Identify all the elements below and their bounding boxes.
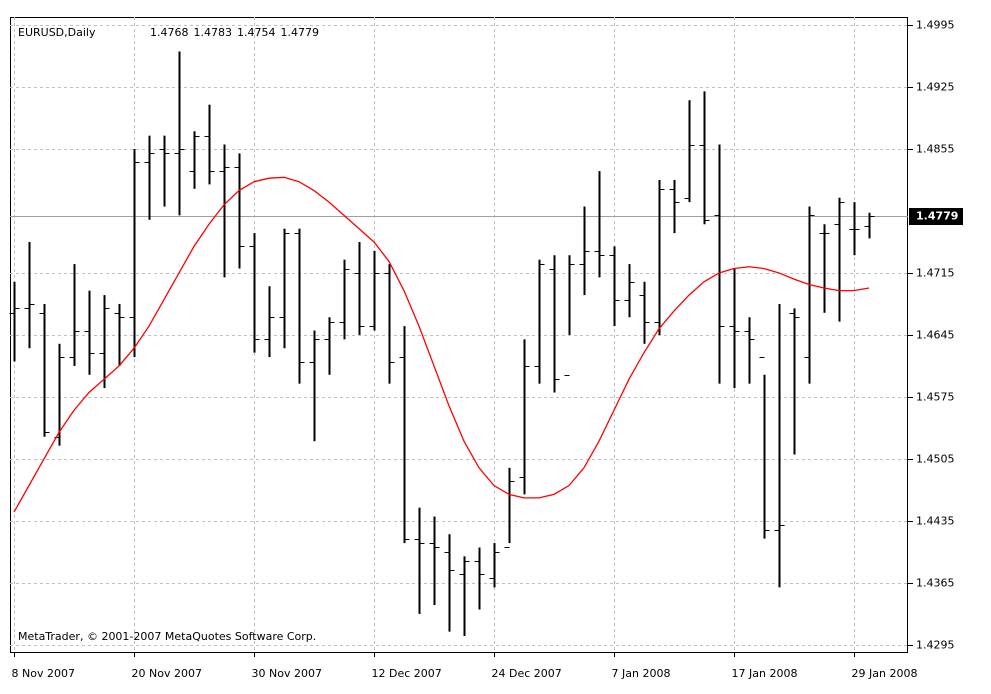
price-box xyxy=(909,208,963,225)
ohlc-bar xyxy=(579,206,590,296)
ohlc-bar xyxy=(204,104,215,185)
ohlc-bar xyxy=(744,317,755,384)
ohlc-bar xyxy=(249,233,260,353)
ohlc-bar xyxy=(264,286,275,358)
ohlc-bar xyxy=(399,326,410,544)
ohlc-bar xyxy=(474,547,485,610)
ohlc-bar xyxy=(384,264,395,384)
x-tick-label: 24 Dec 2007 xyxy=(492,667,562,680)
ohlc-bar xyxy=(39,303,50,437)
ohlc-bar xyxy=(69,264,80,366)
y-tick-label: 1.4295 xyxy=(916,639,955,652)
ohlc-bar xyxy=(189,131,200,189)
ohlc-bar xyxy=(234,153,245,269)
ohlc-bar xyxy=(144,135,155,220)
ohlc-bar xyxy=(774,303,785,588)
ohlc-bar xyxy=(279,228,290,349)
x-tick-label: 17 Jan 2008 xyxy=(732,667,798,680)
ohlc-bar xyxy=(159,135,170,207)
ohlc-bar xyxy=(309,330,320,442)
ohlc-bar xyxy=(519,339,530,495)
ohlc-bar xyxy=(699,91,710,225)
y-tick-label: 1.4995 xyxy=(916,19,955,32)
ohlc-bar xyxy=(219,144,230,278)
y-tick-label: 1.4715 xyxy=(916,267,955,280)
ohlc-bar xyxy=(624,264,635,318)
copyright: MetaTrader, © 2001-2007 MetaQuotes Softw… xyxy=(18,630,316,643)
ohlc-bar xyxy=(294,228,305,384)
ohlc-bar xyxy=(714,144,725,384)
header-close: 1.4779 xyxy=(281,26,320,39)
x-tick-label: 30 Nov 2007 xyxy=(252,667,322,680)
ohlc-bar xyxy=(54,343,65,446)
x-tick-label: 7 Jan 2008 xyxy=(612,667,671,680)
chart-title: EURUSD,Daily xyxy=(18,26,96,39)
ohlc-bar xyxy=(99,295,110,389)
y-tick-label: 1.4855 xyxy=(916,143,955,156)
ohlc-bar xyxy=(489,543,500,588)
ohlc-bar xyxy=(654,179,665,335)
ohlc-bar xyxy=(759,357,770,539)
ohlc-bar xyxy=(504,467,515,548)
ohlc-bar xyxy=(789,308,800,455)
ohlc-bar xyxy=(804,206,815,384)
ohlc-bar xyxy=(684,100,695,203)
header-high: 1.4783 xyxy=(194,26,233,39)
x-tick-label: 8 Nov 2007 xyxy=(12,667,75,680)
ohlc-bar xyxy=(594,171,605,278)
ohlc-bar xyxy=(834,197,845,322)
y-tick-label: 1.4505 xyxy=(916,453,955,466)
ohlc-bar xyxy=(459,556,470,637)
ohlc-bar xyxy=(339,259,350,340)
y-tick-label: 1.4925 xyxy=(916,81,955,94)
ohlc-bar xyxy=(369,250,380,331)
ohlc-bar xyxy=(669,179,680,234)
ohlc-bar xyxy=(729,268,740,389)
ohlc-bar xyxy=(429,516,440,606)
ohlc-bar xyxy=(639,281,650,344)
moving-average xyxy=(13,176,870,513)
ohlc-bar xyxy=(444,534,455,632)
ohlc-bar xyxy=(564,255,575,376)
y-tick-label: 1.4435 xyxy=(916,515,955,528)
ohlc-bar xyxy=(324,317,335,375)
ohlc-bar xyxy=(9,281,20,362)
ohlc-bar xyxy=(819,224,830,313)
y-tick-label: 1.4575 xyxy=(916,391,955,404)
ohlc-bar xyxy=(174,51,185,216)
header-low: 1.4754 xyxy=(237,26,276,39)
header-open: 1.4768 xyxy=(150,26,189,39)
ohlc-bar xyxy=(129,148,140,358)
ohlc-bar xyxy=(534,259,545,384)
ohlc-bar xyxy=(84,290,95,375)
x-tick-label: 12 Dec 2007 xyxy=(372,667,442,680)
ohlc-bar xyxy=(354,241,365,335)
x-tick-label: 29 Jan 2008 xyxy=(852,667,918,680)
y-tick-label: 1.4365 xyxy=(916,577,955,590)
x-tick-label: 20 Nov 2007 xyxy=(132,667,202,680)
ohlc-bar xyxy=(24,241,35,349)
ohlc-bar xyxy=(549,255,560,393)
ohlc-bar xyxy=(414,507,425,614)
ohlc-bar xyxy=(849,202,860,256)
ohlc-bar xyxy=(864,212,875,239)
price-label: 1.4779 xyxy=(916,210,958,223)
ohlc-bar xyxy=(114,303,125,366)
ohlc-bar xyxy=(609,246,620,327)
y-tick-label: 1.4645 xyxy=(916,329,955,342)
